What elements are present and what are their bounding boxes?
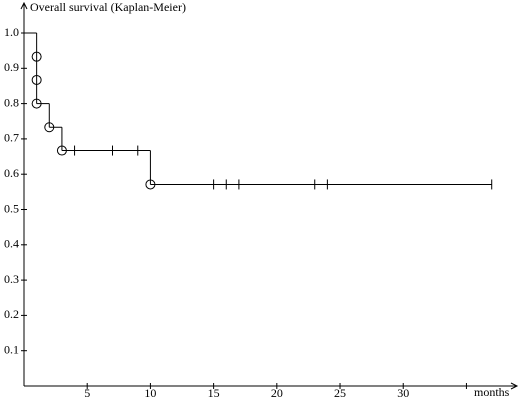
- x-tick-label: 15: [208, 386, 220, 400]
- x-tick-label: 5: [84, 386, 90, 400]
- y-axis-label: Overall survival (Kaplan-Meier): [30, 0, 186, 14]
- x-axis: [24, 382, 519, 390]
- event-marker: [145, 179, 156, 190]
- y-tick-label: 0.2: [4, 307, 19, 321]
- x-tick-label: 20: [271, 386, 283, 400]
- y-tick-label: 0.7: [4, 131, 19, 145]
- y-tick-label: 0.8: [4, 95, 19, 109]
- y-tick-label: 1.0: [4, 25, 19, 39]
- event-marker: [56, 145, 67, 156]
- x-tick-label: 30: [397, 386, 409, 400]
- y-tick-label: 0.3: [4, 272, 19, 286]
- event-marker: [31, 51, 42, 62]
- event-marker: [44, 122, 55, 133]
- y-tick-label: 0.4: [4, 237, 19, 251]
- y-tick-label: 0.9: [4, 60, 19, 74]
- x-axis-label: months: [474, 385, 510, 399]
- event-marker: [31, 98, 42, 109]
- y-tick-label: 0.6: [4, 166, 19, 180]
- y-tick-label: 0.1: [4, 342, 19, 356]
- event-marker: [31, 74, 42, 85]
- x-tick-label: 25: [334, 386, 346, 400]
- y-tick-label: 0.5: [4, 201, 19, 215]
- y-axis: [20, 1, 28, 386]
- x-tick-label: 10: [144, 386, 156, 400]
